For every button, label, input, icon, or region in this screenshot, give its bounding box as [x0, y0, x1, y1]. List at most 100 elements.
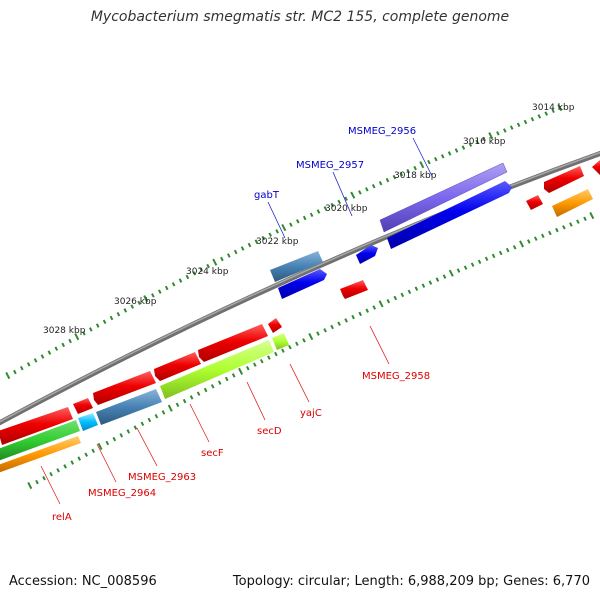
minor-tick — [482, 136, 486, 142]
tick-label: 3024 kbp — [186, 267, 229, 277]
minor-tick — [544, 111, 548, 116]
tick-label: 3016 kbp — [463, 137, 506, 147]
minor-tick — [302, 215, 307, 221]
minor-tick — [164, 285, 169, 291]
inner-tick-row — [27, 211, 595, 490]
minor-tick — [210, 384, 215, 389]
major-tick — [167, 404, 173, 412]
gene-msmeg-2956[interactable] — [379, 162, 508, 233]
minor-tick — [393, 295, 398, 301]
minor-tick — [337, 199, 341, 205]
minor-tick — [203, 387, 208, 393]
gene-yajc[interactable] — [268, 318, 282, 333]
gene-label[interactable]: yajC — [300, 408, 322, 419]
minor-tick — [309, 212, 314, 218]
minor-tick — [371, 183, 376, 189]
minor-tick — [233, 249, 238, 255]
minor-tick — [512, 245, 517, 250]
gene-label[interactable]: gabT — [254, 190, 280, 201]
gene-msmeg-2964[interactable] — [73, 398, 93, 414]
minor-tick — [296, 219, 300, 224]
accession-text: Accession: NC_008596 — [9, 574, 157, 589]
major-tick — [27, 481, 33, 490]
leader-line — [289, 363, 310, 403]
major-tick — [488, 132, 494, 140]
minor-tick — [171, 282, 176, 287]
minor-tick — [268, 232, 272, 237]
minor-tick — [351, 314, 355, 320]
tick-label: 3028 kbp — [43, 326, 86, 336]
gene-gabt[interactable] — [270, 251, 323, 282]
minor-tick — [316, 331, 320, 336]
minor-tick — [112, 436, 117, 442]
minor-tick — [95, 323, 100, 328]
minor-tick — [240, 246, 245, 251]
gene-rela[interactable] — [0, 407, 73, 445]
tick-label: 3020 kbp — [325, 204, 368, 214]
gene-label[interactable]: MSMEG_2963 — [128, 472, 196, 483]
minor-tick — [68, 338, 72, 344]
minor-tick — [456, 268, 461, 273]
gene-label[interactable]: MSMEG_2956 — [348, 126, 416, 137]
minor-tick — [260, 358, 264, 364]
major-tick — [308, 332, 314, 341]
minor-tick — [253, 362, 257, 367]
gene-forward-arrow[interactable] — [278, 269, 327, 299]
minor-tick — [537, 114, 542, 119]
minor-tick — [178, 278, 183, 283]
gene-msmeg-2958[interactable] — [340, 280, 368, 299]
map-title: Mycobacterium smegmatis str. MC2 155, co… — [90, 9, 510, 25]
minor-tick — [491, 253, 496, 259]
gene-msmeg-2963[interactable] — [93, 371, 156, 405]
minor-tick — [199, 267, 203, 272]
major-tick — [419, 161, 425, 169]
gene-label[interactable]: MSMEG_2958 — [362, 371, 430, 382]
minor-tick — [386, 298, 391, 304]
gene-orange-feature[interactable] — [552, 189, 593, 217]
minor-tick — [26, 362, 31, 367]
gene-secf[interactable] — [154, 352, 201, 381]
gene-label[interactable]: secF — [201, 448, 224, 459]
gene-reverse-arrow[interactable] — [526, 195, 543, 210]
minor-tick — [421, 283, 426, 288]
minor-tick — [151, 293, 155, 298]
minor-tick — [505, 247, 510, 253]
minor-tick — [231, 373, 236, 378]
minor-tick — [323, 206, 328, 211]
major-tick — [378, 300, 384, 308]
minor-tick — [414, 286, 419, 291]
minor-tick — [33, 358, 38, 363]
minor-tick — [133, 425, 138, 430]
gene-reverse-arrow[interactable] — [592, 160, 600, 175]
minor-tick — [274, 351, 278, 357]
gene-label[interactable]: MSMEG_2957 — [296, 160, 364, 171]
minor-tick — [496, 131, 500, 136]
minor-tick — [137, 300, 141, 306]
minor-tick — [477, 259, 482, 265]
gene-msmeg-2957[interactable] — [356, 245, 378, 264]
cog-bar-lime — [160, 340, 274, 399]
minor-tick — [330, 324, 334, 330]
minor-tick — [463, 265, 468, 270]
tick-label: 3026 kbp — [114, 297, 157, 307]
gene-forward-arrow[interactable] — [387, 181, 512, 249]
gene-label[interactable]: MSMEG_2964 — [88, 488, 156, 499]
gene-label[interactable]: secD — [257, 426, 282, 437]
minor-tick — [82, 331, 86, 336]
gene-label[interactable]: relA — [52, 512, 72, 523]
minor-tick — [13, 369, 17, 375]
minor-tick — [185, 274, 190, 280]
minor-tick — [372, 305, 376, 310]
minor-tick — [102, 319, 107, 325]
minor-tick — [337, 321, 341, 326]
minor-tick — [126, 429, 131, 434]
minor-tick — [224, 376, 229, 382]
minor-tick — [378, 180, 383, 186]
gene-reverse-arrow[interactable] — [544, 166, 584, 193]
major-tick — [143, 295, 149, 303]
major-tick — [589, 211, 595, 220]
minor-tick — [89, 327, 93, 332]
gene-secd[interactable] — [198, 324, 268, 362]
leader-line — [246, 381, 266, 421]
